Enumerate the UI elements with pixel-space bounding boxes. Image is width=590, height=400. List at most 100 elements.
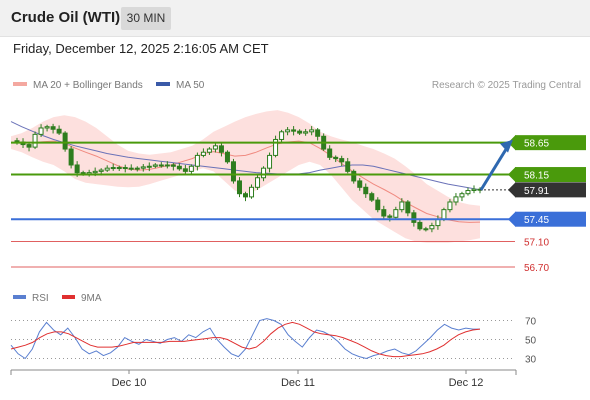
candle-body <box>146 165 152 168</box>
candle-body <box>417 221 423 230</box>
candle-body <box>273 138 279 156</box>
candle-body <box>399 201 405 211</box>
candle-body <box>38 127 44 135</box>
candle-body <box>333 156 339 160</box>
candle-body <box>351 170 357 182</box>
candle-body <box>249 186 255 198</box>
resistance-label: 58.15 <box>524 171 549 182</box>
candle-body <box>339 158 345 163</box>
candle-body <box>218 145 224 153</box>
rsi-tick-label: 30 <box>525 355 537 366</box>
candle-body <box>122 167 128 170</box>
bollinger-swatch-icon <box>13 82 27 87</box>
candle-body <box>393 209 399 218</box>
candle-body <box>116 167 122 170</box>
timeframe-badge[interactable]: 30 MIN <box>121 7 171 30</box>
candle-body <box>447 201 453 211</box>
candle-body <box>261 167 267 179</box>
candle-body <box>345 161 351 172</box>
ma50-swatch-icon <box>156 82 170 87</box>
candle-body <box>200 151 206 156</box>
candle-body <box>291 129 297 132</box>
candle-body <box>411 212 417 223</box>
candle-body <box>110 167 116 170</box>
rsi-ma-swatch-icon <box>62 295 75 300</box>
support-label: 57.45 <box>524 215 549 226</box>
legend-rsi-ma: 9MA <box>62 293 102 304</box>
candle-body <box>212 145 218 150</box>
ma50-line <box>10 121 481 191</box>
candle-body <box>44 126 50 129</box>
chart-header: Crude Oil (WTI) 30 MIN <box>0 0 590 37</box>
legend-ma50-label: MA 50 <box>176 80 205 91</box>
candle-body <box>140 166 146 169</box>
candle-body <box>471 188 477 191</box>
candle-body <box>32 133 38 148</box>
candle-body <box>369 193 375 201</box>
candle-body <box>423 228 429 231</box>
candle-body <box>357 180 363 188</box>
rsi-line <box>10 318 480 360</box>
legend-bollinger-label: MA 20 + Bollinger Bands <box>33 80 143 91</box>
current-price-label: 57.91 <box>524 186 549 197</box>
candle-body <box>297 130 303 134</box>
legend-ma50: MA 50 <box>156 80 204 91</box>
bollinger-band-area <box>11 110 480 243</box>
legend-bollinger: MA 20 + Bollinger Bands <box>13 80 143 91</box>
support-label-pointer <box>508 211 516 227</box>
candle-body <box>182 168 188 172</box>
support-label-box <box>515 211 586 227</box>
candle-body <box>224 151 230 163</box>
candle-body <box>236 180 242 195</box>
candle-body <box>267 154 273 169</box>
candle-body <box>303 131 309 134</box>
resistance-label: 58.65 <box>524 139 549 150</box>
candle-body <box>206 148 212 153</box>
candle-body <box>453 196 459 203</box>
candle-body <box>387 215 393 218</box>
x-axis-label: Dec 12 <box>449 377 484 389</box>
x-axis-label: Dec 11 <box>281 377 315 389</box>
candle-body <box>62 132 68 150</box>
chart-datetime: Friday, December 12, 2025 2:16:05 AM CET <box>13 41 269 56</box>
rsi-swatch-icon <box>13 295 26 300</box>
candle-body <box>164 164 170 167</box>
candle-body <box>279 131 285 140</box>
candle-body <box>327 148 333 158</box>
candle-body <box>315 129 321 137</box>
candle-body <box>92 170 98 174</box>
rsi-tick-label: 50 <box>525 336 537 347</box>
legend-rsi: RSI <box>13 293 49 304</box>
candle-body <box>429 225 435 230</box>
current-price-pointer <box>508 182 516 198</box>
candle-body <box>134 167 140 170</box>
candle-body <box>375 199 381 211</box>
current-price-box <box>515 182 586 198</box>
resistance-label-pointer <box>508 167 516 183</box>
legend-rsi-label: RSI <box>32 293 49 304</box>
candle-body <box>243 193 248 198</box>
candle-body <box>26 144 32 148</box>
legend-rsi-ma-label: 9MA <box>81 293 102 304</box>
candle-body <box>465 190 471 195</box>
rsi-tick-label: 70 <box>525 317 537 328</box>
research-credit: Research © 2025 Trading Central <box>431 80 581 91</box>
candle-body <box>56 128 62 134</box>
candle-body <box>363 186 369 195</box>
candle-body <box>230 161 236 182</box>
candle-body <box>104 167 110 171</box>
rsi-ma-line <box>10 321 481 358</box>
forecast-arrow-shaft <box>479 146 509 191</box>
candle-body <box>176 165 182 170</box>
candle-body <box>158 164 164 167</box>
instrument-title: Crude Oil (WTI) <box>11 9 121 26</box>
candle-body <box>128 167 134 170</box>
forecast-arrow-head <box>500 139 513 153</box>
candle-body <box>309 129 315 133</box>
candle-body <box>194 154 200 167</box>
candle-body <box>405 201 411 214</box>
candle-body <box>170 164 176 167</box>
x-axis-label: Dec 10 <box>112 377 147 389</box>
candle-body <box>98 169 104 172</box>
